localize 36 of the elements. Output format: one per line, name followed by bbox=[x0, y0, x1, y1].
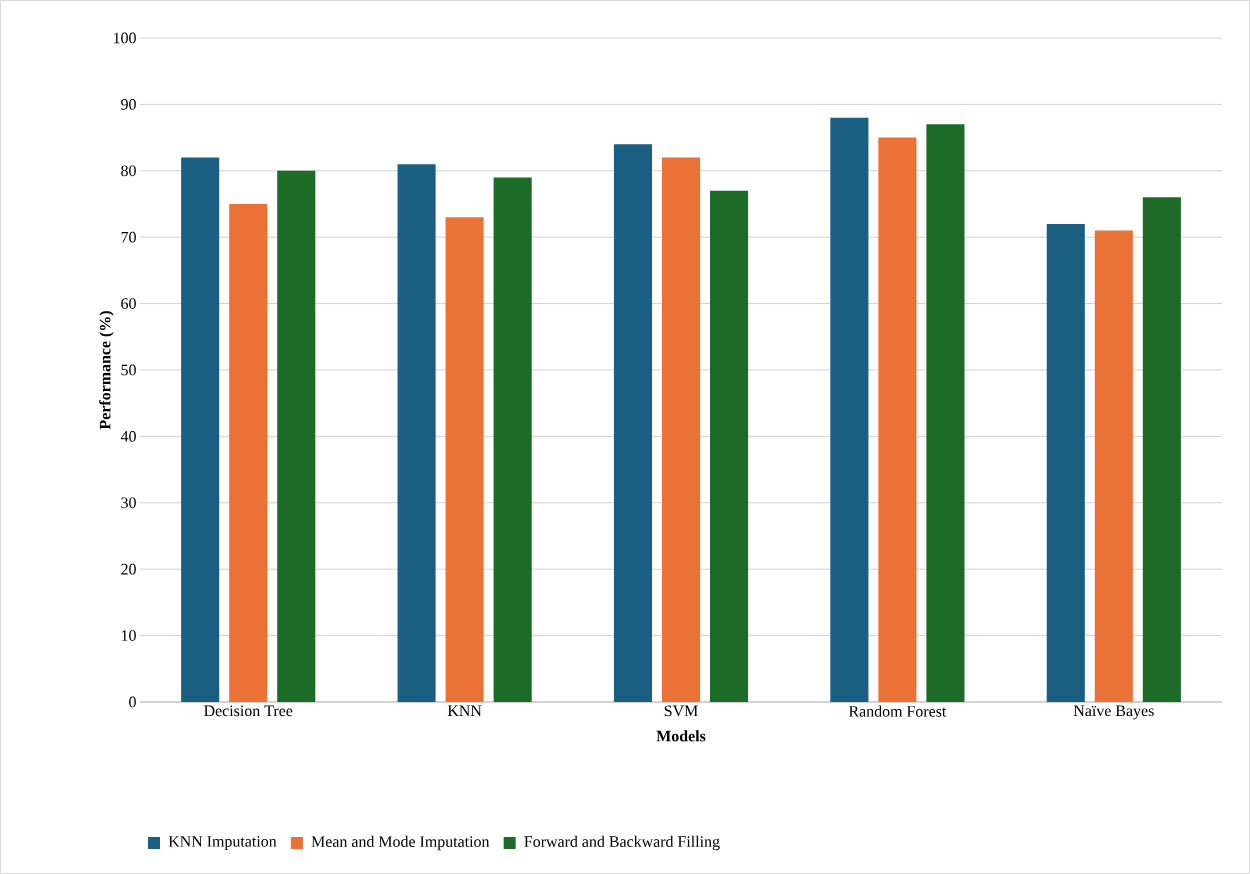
bar bbox=[397, 164, 436, 702]
x-axis-title: Models bbox=[656, 730, 706, 742]
x-tick-label: Naïve Bayes bbox=[1073, 705, 1154, 720]
y-axis-title: Performance (%) bbox=[99, 311, 114, 430]
y-tick-label: 80 bbox=[121, 165, 136, 177]
x-tick-label: Random Forest bbox=[848, 705, 947, 717]
bar bbox=[1094, 230, 1133, 702]
bar bbox=[493, 177, 532, 702]
bar bbox=[1142, 197, 1181, 702]
bar bbox=[229, 203, 268, 702]
bar bbox=[181, 157, 220, 702]
y-tick-label: 10 bbox=[121, 630, 136, 641]
y-tick-label: 60 bbox=[121, 298, 136, 309]
x-tick-label: SVM bbox=[664, 705, 698, 717]
x-tick-label: Decision Tree bbox=[204, 705, 293, 717]
bar bbox=[710, 190, 749, 702]
y-tick-label: 30 bbox=[121, 497, 136, 509]
bar bbox=[445, 217, 484, 702]
y-tick-label: 40 bbox=[120, 431, 136, 442]
y-tick-label: 50 bbox=[121, 364, 136, 376]
y-tick-label: 70 bbox=[121, 231, 136, 243]
bar bbox=[926, 124, 965, 702]
legend-label: Forward and Backward Filling bbox=[524, 835, 720, 851]
y-tick-label: 100 bbox=[113, 32, 136, 44]
bar bbox=[1046, 223, 1085, 702]
y-tick-label: 0 bbox=[129, 696, 136, 708]
bar bbox=[613, 144, 653, 702]
bar bbox=[830, 117, 869, 702]
bar bbox=[878, 137, 917, 702]
legend-label: Mean and Mode Imputation bbox=[311, 835, 490, 851]
bar bbox=[277, 170, 316, 702]
y-tick-label: 20 bbox=[121, 563, 136, 575]
bar bbox=[661, 157, 701, 702]
legend-label: KNN Imputation bbox=[168, 836, 277, 850]
x-tick-label: KNN bbox=[447, 705, 482, 716]
y-tick-label: 90 bbox=[121, 99, 136, 110]
